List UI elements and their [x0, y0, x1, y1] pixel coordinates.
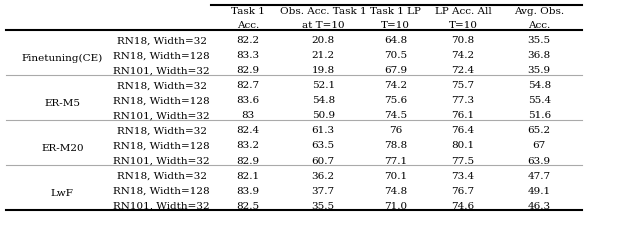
- Text: 74.8: 74.8: [384, 187, 408, 196]
- Text: 70.8: 70.8: [451, 36, 475, 45]
- Text: 75.7: 75.7: [451, 81, 475, 90]
- Text: 63.5: 63.5: [312, 142, 335, 150]
- Text: 35.5: 35.5: [312, 202, 335, 211]
- Text: 76: 76: [389, 126, 403, 135]
- Text: RN18, Width=128: RN18, Width=128: [113, 96, 210, 105]
- Text: RN101, Width=32: RN101, Width=32: [113, 111, 210, 120]
- Text: 77.3: 77.3: [451, 96, 475, 105]
- Text: 35.9: 35.9: [527, 66, 551, 75]
- Text: 36.2: 36.2: [312, 172, 335, 181]
- Text: 74.2: 74.2: [451, 51, 475, 60]
- Text: 65.2: 65.2: [527, 126, 551, 135]
- Text: ER-M20: ER-M20: [41, 144, 84, 153]
- Text: LP Acc. All: LP Acc. All: [435, 7, 492, 16]
- Text: 80.1: 80.1: [451, 142, 475, 150]
- Text: 74.6: 74.6: [451, 202, 475, 211]
- Text: 82.9: 82.9: [236, 157, 260, 166]
- Text: Task 1 LP: Task 1 LP: [371, 7, 421, 16]
- Text: 63.9: 63.9: [527, 157, 551, 166]
- Text: RN18, Width=32: RN18, Width=32: [116, 36, 207, 45]
- Text: Finetuning(CE): Finetuning(CE): [22, 54, 103, 63]
- Text: 82.5: 82.5: [236, 202, 260, 211]
- Text: 82.2: 82.2: [236, 36, 260, 45]
- Text: 82.7: 82.7: [236, 81, 260, 90]
- Text: Acc.: Acc.: [528, 21, 550, 30]
- Text: 36.8: 36.8: [527, 51, 551, 60]
- Text: RN18, Width=32: RN18, Width=32: [116, 172, 207, 181]
- Text: 75.6: 75.6: [384, 96, 408, 105]
- Text: 64.8: 64.8: [384, 36, 408, 45]
- Text: RN101, Width=32: RN101, Width=32: [113, 202, 210, 211]
- Text: 55.4: 55.4: [527, 96, 551, 105]
- Text: LwF: LwF: [51, 189, 74, 198]
- Text: 20.8: 20.8: [312, 36, 335, 45]
- Text: 76.7: 76.7: [451, 187, 475, 196]
- Text: 77.5: 77.5: [451, 157, 475, 166]
- Text: T=10: T=10: [449, 21, 477, 30]
- Text: 61.3: 61.3: [312, 126, 335, 135]
- Text: T=10: T=10: [381, 21, 410, 30]
- Text: 21.2: 21.2: [312, 51, 335, 60]
- Text: 72.4: 72.4: [451, 66, 475, 75]
- Text: 46.3: 46.3: [527, 202, 551, 211]
- Text: 54.8: 54.8: [312, 96, 335, 105]
- Text: RN18, Width=128: RN18, Width=128: [113, 142, 210, 150]
- Text: 77.1: 77.1: [384, 157, 408, 166]
- Text: 67.9: 67.9: [384, 66, 408, 75]
- Text: 82.9: 82.9: [236, 66, 260, 75]
- Text: 47.7: 47.7: [527, 172, 551, 181]
- Text: 82.4: 82.4: [236, 126, 260, 135]
- Text: 67: 67: [532, 142, 546, 150]
- Text: 49.1: 49.1: [527, 187, 551, 196]
- Text: 83: 83: [241, 111, 255, 120]
- Text: 74.5: 74.5: [384, 111, 408, 120]
- Text: RN18, Width=32: RN18, Width=32: [116, 81, 207, 90]
- Text: Acc.: Acc.: [237, 21, 259, 30]
- Text: 74.2: 74.2: [384, 81, 408, 90]
- Text: 51.6: 51.6: [527, 111, 551, 120]
- Text: 50.9: 50.9: [312, 111, 335, 120]
- Text: Task 1: Task 1: [231, 7, 265, 16]
- Text: RN18, Width=32: RN18, Width=32: [116, 126, 207, 135]
- Text: Avg. Obs.: Avg. Obs.: [514, 7, 564, 16]
- Text: 60.7: 60.7: [312, 157, 335, 166]
- Text: 35.5: 35.5: [527, 36, 551, 45]
- Text: 78.8: 78.8: [384, 142, 408, 150]
- Text: Obs. Acc. Task 1: Obs. Acc. Task 1: [280, 7, 367, 16]
- Text: 73.4: 73.4: [451, 172, 475, 181]
- Text: RN18, Width=128: RN18, Width=128: [113, 187, 210, 196]
- Text: 82.1: 82.1: [236, 172, 260, 181]
- Text: 70.5: 70.5: [384, 51, 408, 60]
- Text: 52.1: 52.1: [312, 81, 335, 90]
- Text: RN101, Width=32: RN101, Width=32: [113, 66, 210, 75]
- Text: 71.0: 71.0: [384, 202, 408, 211]
- Text: 37.7: 37.7: [312, 187, 335, 196]
- Text: 54.8: 54.8: [527, 81, 551, 90]
- Text: 83.3: 83.3: [236, 51, 260, 60]
- Text: 19.8: 19.8: [312, 66, 335, 75]
- Text: ER-M5: ER-M5: [44, 99, 81, 108]
- Text: 83.9: 83.9: [236, 187, 260, 196]
- Text: at T=10: at T=10: [302, 21, 344, 30]
- Text: 76.4: 76.4: [451, 126, 475, 135]
- Text: 76.1: 76.1: [451, 111, 475, 120]
- Text: RN18, Width=128: RN18, Width=128: [113, 51, 210, 60]
- Text: RN101, Width=32: RN101, Width=32: [113, 157, 210, 166]
- Text: 83.2: 83.2: [236, 142, 260, 150]
- Text: 70.1: 70.1: [384, 172, 408, 181]
- Text: 83.6: 83.6: [236, 96, 260, 105]
